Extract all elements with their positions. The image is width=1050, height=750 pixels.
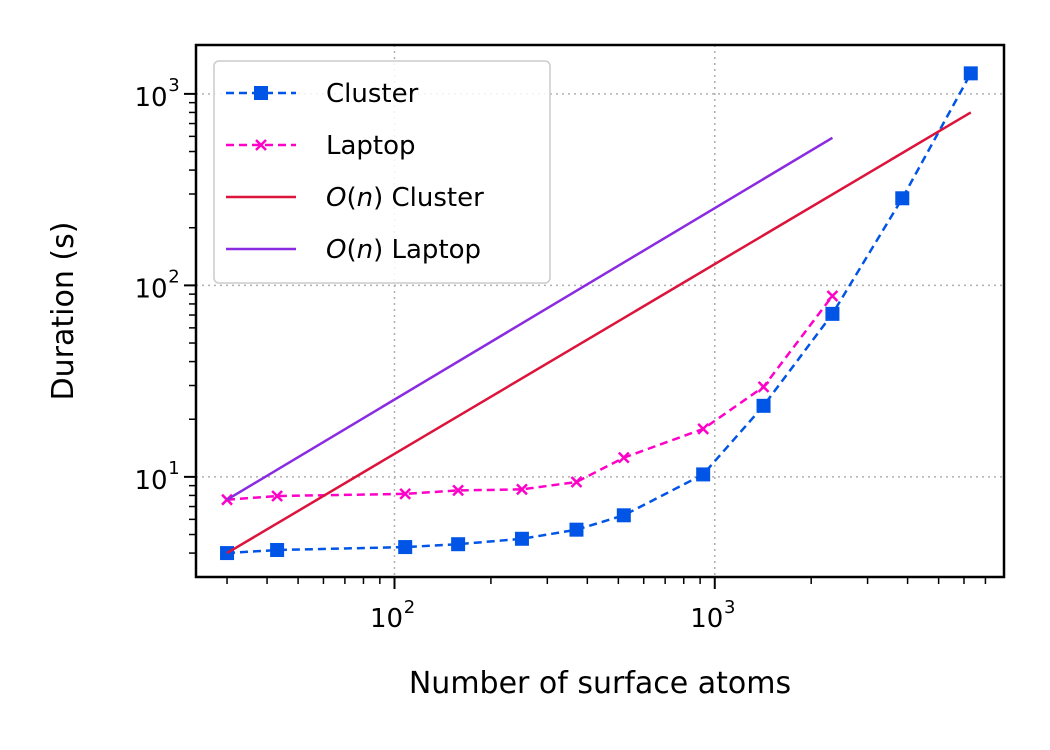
marker-stroke <box>399 488 412 500</box>
data-point <box>895 191 910 206</box>
series-1 <box>221 290 839 506</box>
y-tick-label: 10 <box>134 466 167 496</box>
data-point <box>451 537 466 552</box>
data-point <box>963 66 978 81</box>
y-tick-exponent: 3 <box>168 75 179 96</box>
data-point <box>826 290 839 302</box>
marker-stroke <box>255 139 267 151</box>
x-tick-exponent: 2 <box>404 597 415 618</box>
plot-frame <box>194 43 1006 579</box>
data-point <box>514 531 529 546</box>
x-tick-exponent: 3 <box>724 597 735 618</box>
marker-stroke <box>570 476 583 488</box>
marker-stroke <box>617 451 630 464</box>
legend-label: O(n) Cluster <box>326 183 484 213</box>
data-point <box>617 451 630 464</box>
y-axis-title: Duration (s) <box>46 222 81 401</box>
series-3 <box>226 136 834 501</box>
series-line <box>226 72 972 555</box>
grid <box>196 45 1004 577</box>
legend-marker <box>254 86 268 100</box>
data-point <box>825 306 840 321</box>
marker-stroke <box>697 423 710 435</box>
legend-label: Laptop <box>326 131 416 161</box>
y-tick-label: 10 <box>134 83 167 113</box>
marker-stroke <box>452 484 465 497</box>
marker-stroke <box>271 490 283 502</box>
data-point <box>756 398 771 413</box>
plot-area <box>220 66 978 561</box>
x-tick-label: 10 <box>690 604 723 634</box>
data-point <box>398 540 413 555</box>
data-point <box>696 467 711 482</box>
data-point <box>616 508 631 523</box>
y-tick-exponent: 2 <box>168 266 179 287</box>
y-tick-label: 10 <box>134 274 167 304</box>
marker-stroke <box>826 290 839 302</box>
x-tick-label: 10 <box>370 604 403 634</box>
x-axis-title: Number of surface atoms <box>409 666 791 701</box>
data-point <box>452 484 465 497</box>
legend-label: O(n) Laptop <box>326 235 481 265</box>
data-point <box>757 381 770 393</box>
series-line <box>226 136 834 501</box>
data-point <box>516 483 528 496</box>
marker-stroke <box>516 483 528 496</box>
data-point <box>570 476 583 488</box>
data-point <box>697 423 710 435</box>
legend-marker <box>255 139 267 151</box>
data-point <box>271 490 283 502</box>
y-tick-exponent: 1 <box>168 458 179 479</box>
data-point <box>399 488 412 500</box>
series-2 <box>226 111 972 555</box>
data-point <box>569 522 584 537</box>
series-line <box>226 111 972 555</box>
legend-frame <box>213 60 551 284</box>
marker-stroke <box>757 381 770 393</box>
legend-label: Cluster <box>326 79 419 109</box>
series-line <box>226 295 834 501</box>
legend: Cluster Laptop O(n) Cluster O(n) Laptop <box>213 60 551 284</box>
data-point <box>270 543 285 558</box>
